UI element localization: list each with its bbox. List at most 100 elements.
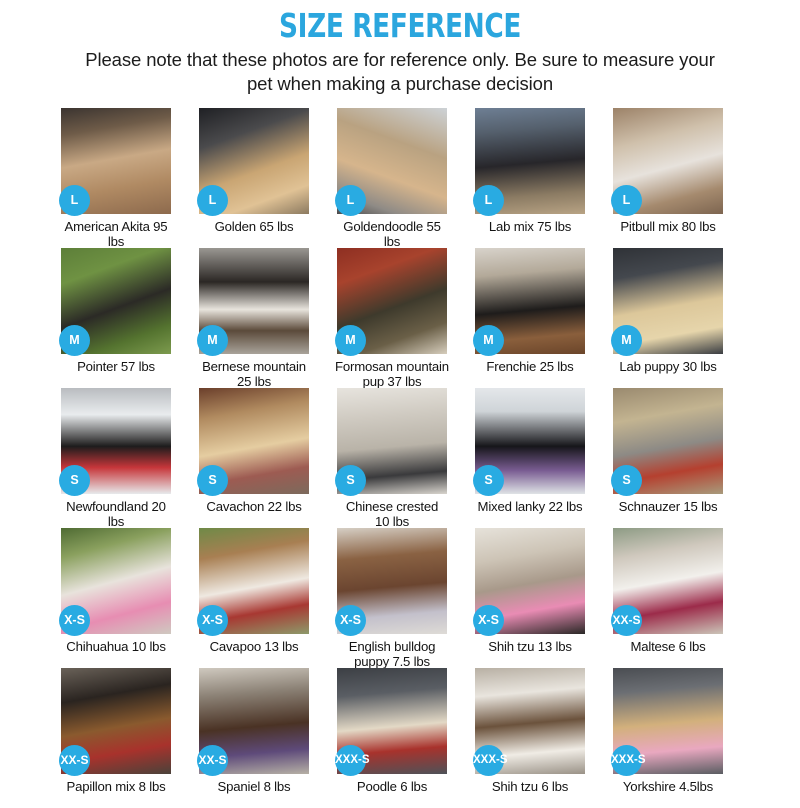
- pet-caption: Lab puppy 30 lbs: [619, 359, 717, 374]
- size-row: XX-S Papillon mix 8 lbs XX-S Spaniel 8 lbs X…: [59, 668, 741, 808]
- pet-photo-wrapper: L: [335, 108, 447, 216]
- pet-reference-cell[interactable]: M Bernese mountain 25 lbs: [197, 248, 309, 389]
- pet-photo-wrapper: S: [59, 388, 171, 496]
- size-badge: X-S: [59, 605, 90, 636]
- pet-photo-wrapper: X-S: [59, 528, 171, 636]
- pet-caption: English bulldog puppy 7.5 lbs: [348, 639, 436, 669]
- pet-photo-wrapper: M: [473, 248, 585, 356]
- pet-reference-cell[interactable]: XX-S Spaniel 8 lbs: [197, 668, 309, 808]
- size-badge: M: [335, 325, 366, 356]
- pet-caption: Shih tzu 13 lbs: [488, 639, 572, 654]
- size-badge: X-S: [197, 605, 228, 636]
- size-badge: XX-S: [59, 745, 90, 776]
- pet-photo-wrapper: X-S: [335, 528, 447, 636]
- pet-caption: Newfoundland 20 lbs: [66, 499, 166, 529]
- pet-caption: Poodle 6 lbs: [356, 779, 428, 794]
- pet-reference-cell[interactable]: L American Akita 95 lbs: [59, 108, 171, 249]
- pet-reference-cell[interactable]: S Newfoundland 20 lbs: [59, 388, 171, 529]
- pet-photo-wrapper: S: [197, 388, 309, 496]
- pet-reference-cell[interactable]: L Golden 65 lbs: [197, 108, 309, 248]
- pet-photo-wrapper: S: [335, 388, 447, 496]
- pet-reference-cell[interactable]: X-S English bulldog puppy 7.5 lbs: [335, 528, 447, 669]
- pet-reference-cell[interactable]: X-S Chihuahua 10 lbs: [59, 528, 171, 668]
- pet-caption: Cavachon 22 lbs: [206, 499, 302, 514]
- pet-caption: Schnauzer 15 lbs: [618, 499, 718, 514]
- pet-photo-wrapper: XXX-S: [473, 668, 585, 776]
- size-badge: L: [473, 185, 504, 216]
- pet-photo-wrapper: M: [59, 248, 171, 356]
- size-badge: S: [473, 465, 504, 496]
- pet-photo-wrapper: M: [611, 248, 723, 356]
- pet-photo-wrapper: M: [197, 248, 309, 356]
- pet-caption: Golden 65 lbs: [214, 219, 294, 234]
- pet-photo-wrapper: L: [611, 108, 723, 216]
- size-badge: XX-S: [611, 605, 642, 636]
- pet-photo-wrapper: XXX-S: [611, 668, 723, 776]
- pet-caption: Goldendoodle 55 lbs: [343, 219, 441, 249]
- pet-photo-wrapper: XX-S: [59, 668, 171, 776]
- pet-caption: Shih tzu 6 lbs: [491, 779, 569, 794]
- pet-reference-cell[interactable]: L Pitbull mix 80 lbs: [611, 108, 723, 248]
- size-badge: S: [59, 465, 90, 496]
- pet-reference-cell[interactable]: M Lab puppy 30 lbs: [611, 248, 723, 388]
- pet-reference-cell[interactable]: S Cavachon 22 lbs: [197, 388, 309, 528]
- size-badge: XXX-S: [473, 745, 508, 776]
- pet-caption: Chihuahua 10 lbs: [66, 639, 166, 654]
- pet-photo-wrapper: M: [335, 248, 447, 356]
- size-row: X-S Chihuahua 10 lbs X-S Cavapoo 13 lbs X-S E…: [59, 528, 741, 669]
- pet-reference-cell[interactable]: L Goldendoodle 55 lbs: [335, 108, 447, 249]
- size-badge: XX-S: [197, 745, 228, 776]
- size-row: S Newfoundland 20 lbs S Cavachon 22 lbs S Chi…: [59, 388, 741, 529]
- pet-photo-wrapper: X-S: [473, 528, 585, 636]
- pet-reference-cell[interactable]: M Frenchie 25 lbs: [473, 248, 585, 388]
- pet-caption: Yorkshire 4.5lbs: [622, 779, 714, 794]
- pet-reference-cell[interactable]: XXX-S Poodle 6 lbs: [335, 668, 447, 808]
- pet-caption: Bernese mountain 25 lbs: [202, 359, 306, 389]
- size-badge: M: [611, 325, 642, 356]
- pet-reference-cell[interactable]: XX-S Maltese 6 lbs: [611, 528, 723, 668]
- size-badge: M: [59, 325, 90, 356]
- pet-reference-cell[interactable]: XX-S Papillon mix 8 lbs: [59, 668, 171, 808]
- page-title: SIZE REFERENCE: [279, 6, 521, 45]
- pet-caption: Papillon mix 8 lbs: [66, 779, 166, 794]
- pet-reference-cell[interactable]: X-S Shih tzu 13 lbs: [473, 528, 585, 668]
- size-reference-grid: L American Akita 95 lbs L Golden 65 lbs L Gol…: [59, 108, 741, 808]
- pet-caption: Maltese 6 lbs: [630, 639, 706, 654]
- pet-reference-cell[interactable]: M Pointer 57 lbs: [59, 248, 171, 388]
- pet-reference-cell[interactable]: S Mixed lanky 22 lbs: [473, 388, 585, 528]
- size-row: L American Akita 95 lbs L Golden 65 lbs L Gol…: [59, 108, 741, 249]
- pet-photo-wrapper: XXX-S: [335, 668, 447, 776]
- pet-reference-cell[interactable]: XXX-S Shih tzu 6 lbs: [473, 668, 585, 808]
- pet-reference-cell[interactable]: M Formosan mountain pup 37 lbs: [335, 248, 449, 389]
- pet-photo-wrapper: S: [473, 388, 585, 496]
- pet-photo-wrapper: S: [611, 388, 723, 496]
- pet-reference-cell[interactable]: XXX-S Yorkshire 4.5lbs: [611, 668, 723, 808]
- size-badge: M: [197, 325, 228, 356]
- pet-photo-wrapper: XX-S: [197, 668, 309, 776]
- pet-reference-cell[interactable]: L Lab mix 75 lbs: [473, 108, 585, 248]
- size-badge: X-S: [335, 605, 366, 636]
- pet-reference-cell[interactable]: X-S Cavapoo 13 lbs: [197, 528, 309, 668]
- pet-photo-wrapper: L: [59, 108, 171, 216]
- size-badge: S: [611, 465, 642, 496]
- pet-caption: Spaniel 8 lbs: [217, 779, 291, 794]
- size-badge: M: [473, 325, 504, 356]
- size-badge: S: [335, 465, 366, 496]
- pet-caption: Frenchie 25 lbs: [486, 359, 574, 374]
- size-badge: L: [59, 185, 90, 216]
- size-badge: XXX-S: [611, 745, 646, 776]
- pet-caption: Cavapoo 13 lbs: [209, 639, 299, 654]
- page-header: SIZE REFERENCE Please note that these ph…: [0, 0, 800, 96]
- pet-photo-wrapper: L: [197, 108, 309, 216]
- pet-reference-cell[interactable]: S Schnauzer 15 lbs: [611, 388, 723, 528]
- pet-photo-wrapper: X-S: [197, 528, 309, 636]
- pet-photo-wrapper: L: [473, 108, 585, 216]
- pet-reference-cell[interactable]: S Chinese crested 10 lbs: [335, 388, 447, 529]
- size-row: M Pointer 57 lbs M Bernese mountain 25 lbs M…: [59, 248, 741, 389]
- pet-caption: Pitbull mix 80 lbs: [620, 219, 716, 234]
- page-subtitle: Please note that these photos are for re…: [85, 49, 715, 94]
- size-badge: L: [611, 185, 642, 216]
- size-badge: S: [197, 465, 228, 496]
- size-badge: X-S: [473, 605, 504, 636]
